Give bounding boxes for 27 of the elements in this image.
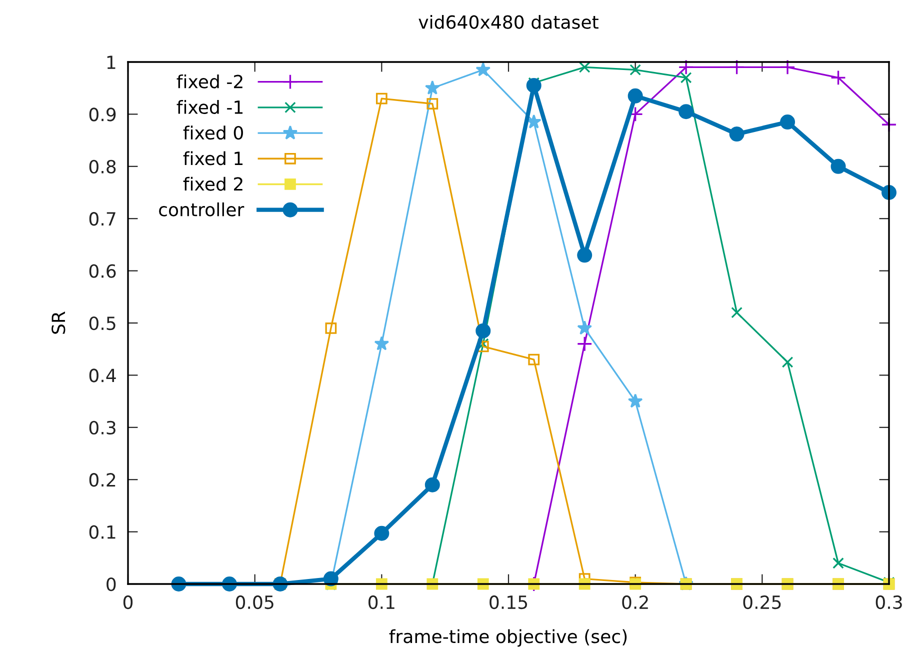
legend-label: fixed 0 [183, 126, 243, 140]
y-tick-label: 0.6 [89, 264, 116, 278]
y-tick-label: 0.8 [89, 160, 116, 174]
x-axis-title: frame-time objective (sec) [389, 629, 627, 647]
x-tick-label: 0.05 [236, 595, 274, 610]
y-tick-label: 0 [106, 577, 116, 592]
x-tick-label: 0 [123, 595, 133, 610]
x-tick-label: 0.1 [368, 595, 394, 610]
y-tick-label: 0.4 [89, 368, 116, 382]
y-tick-label: 0.9 [89, 108, 116, 122]
legend-label: controller [159, 202, 244, 216]
y-axis-title: SR [52, 312, 66, 334]
x-tick-label: 0.3 [876, 595, 902, 610]
legend-label: fixed 2 [183, 176, 242, 191]
legend-label: fixed 1 [183, 151, 243, 166]
x-tick-label: 0.15 [490, 595, 528, 610]
x-tick-label: 0.2 [622, 595, 648, 610]
y-tick-label: 0.2 [89, 473, 116, 487]
y-tick-label: 0.1 [89, 525, 116, 539]
legend-label: fixed -2 [176, 74, 242, 88]
y-tick-label: 0.7 [89, 212, 116, 226]
y-tick-label: 0.5 [89, 316, 116, 330]
x-tick-label: 0.25 [743, 595, 781, 610]
chart-title: vid640x480 dataset [418, 14, 598, 29]
y-tick-label: 1 [107, 56, 116, 69]
y-tick-label: 0.3 [89, 420, 116, 435]
legend-label: fixed -1 [176, 100, 243, 114]
